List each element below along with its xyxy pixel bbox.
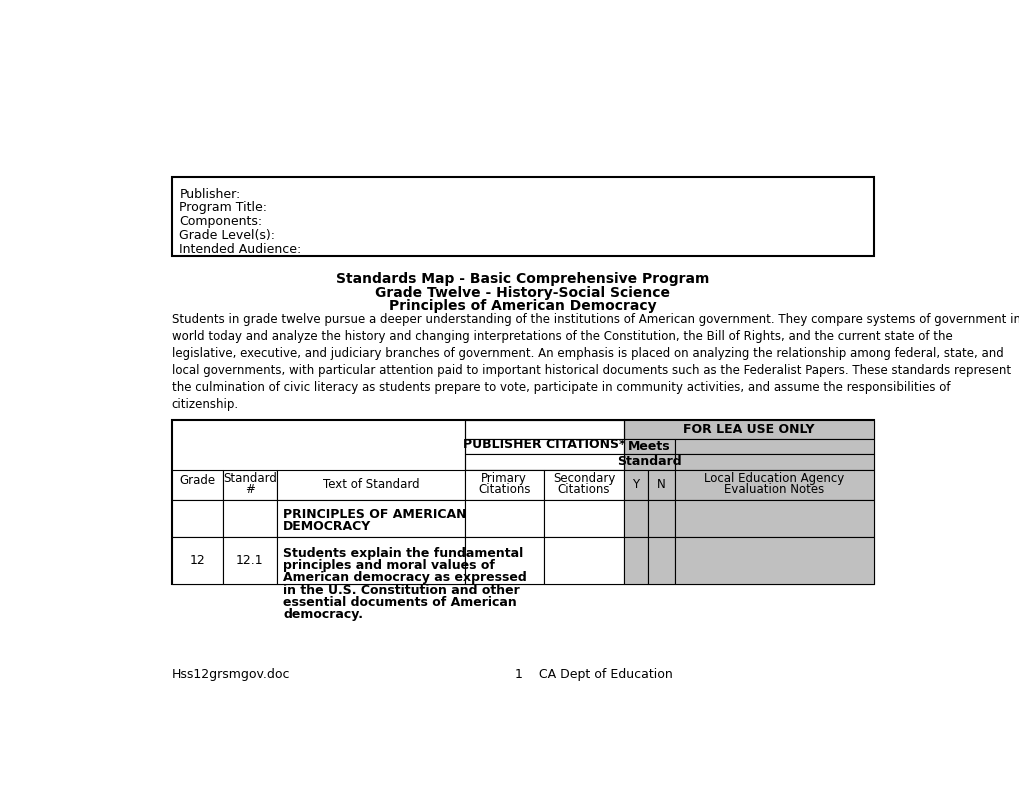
- Bar: [171, 177, 873, 256]
- Text: Principles of American Democracy: Principles of American Democracy: [388, 299, 656, 314]
- Bar: [674, 500, 873, 537]
- Text: Standard: Standard: [616, 455, 681, 468]
- Text: Grade Twelve - History-Social Science: Grade Twelve - History-Social Science: [375, 285, 669, 299]
- Bar: [674, 470, 873, 500]
- Text: principles and moral values of: principles and moral values of: [283, 559, 494, 572]
- Text: Local Education Agency: Local Education Agency: [703, 472, 844, 485]
- Bar: [222, 537, 277, 583]
- Bar: [674, 439, 873, 454]
- Text: Publisher:: Publisher:: [179, 188, 240, 201]
- Bar: [465, 419, 624, 439]
- Bar: [647, 500, 674, 537]
- Text: Secondary: Secondary: [552, 472, 614, 485]
- Text: Primary: Primary: [481, 472, 527, 485]
- Text: Standard: Standard: [223, 472, 276, 485]
- Text: essential documents of American: essential documents of American: [283, 596, 517, 609]
- Text: Program Title:: Program Title:: [179, 202, 267, 214]
- Text: American democracy as expressed: American democracy as expressed: [283, 571, 527, 584]
- Text: Components:: Components:: [179, 215, 262, 229]
- Text: Citations: Citations: [478, 483, 530, 496]
- Bar: [543, 537, 624, 583]
- Bar: [674, 454, 873, 470]
- Bar: [222, 500, 277, 537]
- Bar: [171, 537, 222, 583]
- Text: Grade: Grade: [179, 474, 215, 487]
- Text: Text of Standard: Text of Standard: [322, 478, 419, 492]
- Text: 12.1: 12.1: [236, 554, 264, 567]
- Text: in the U.S. Constitution and other: in the U.S. Constitution and other: [283, 583, 520, 597]
- Bar: [171, 419, 873, 583]
- Text: Evaluation Notes: Evaluation Notes: [723, 483, 823, 496]
- Bar: [171, 500, 222, 537]
- Bar: [277, 500, 465, 537]
- Text: 12: 12: [190, 554, 205, 567]
- Bar: [624, 439, 674, 454]
- Text: DEMOCRACY: DEMOCRACY: [283, 520, 371, 533]
- Bar: [465, 470, 543, 500]
- Bar: [277, 470, 465, 500]
- Bar: [624, 470, 647, 500]
- Bar: [465, 419, 624, 470]
- Text: Intended Audience:: Intended Audience:: [179, 243, 302, 255]
- Bar: [277, 537, 465, 583]
- Text: #: #: [245, 483, 255, 496]
- Text: Students explain the fundamental: Students explain the fundamental: [283, 547, 523, 559]
- Bar: [647, 470, 674, 500]
- Text: FOR LEA USE ONLY: FOR LEA USE ONLY: [683, 422, 814, 436]
- Text: Students in grade twelve pursue a deeper understanding of the institutions of Am: Students in grade twelve pursue a deeper…: [171, 314, 1019, 411]
- Bar: [647, 537, 674, 583]
- Bar: [222, 470, 277, 500]
- Text: Grade Level(s):: Grade Level(s):: [179, 229, 275, 242]
- Text: N: N: [656, 478, 664, 492]
- Text: 1    CA Dept of Education: 1 CA Dept of Education: [515, 668, 673, 681]
- Bar: [543, 500, 624, 537]
- Bar: [465, 537, 543, 583]
- Text: PRINCIPLES OF AMERICAN: PRINCIPLES OF AMERICAN: [283, 508, 467, 521]
- Bar: [674, 537, 873, 583]
- Bar: [624, 419, 873, 439]
- Text: Standards Map - Basic Comprehensive Program: Standards Map - Basic Comprehensive Prog…: [335, 272, 709, 286]
- Text: Hss12grsmgov.doc: Hss12grsmgov.doc: [171, 668, 289, 681]
- Bar: [465, 439, 624, 454]
- Bar: [624, 500, 647, 537]
- Bar: [624, 537, 647, 583]
- Text: Y: Y: [632, 478, 639, 492]
- Text: Citations: Citations: [557, 483, 609, 496]
- Bar: [543, 470, 624, 500]
- Text: Meets: Meets: [628, 440, 671, 453]
- Bar: [171, 470, 222, 500]
- Text: democracy.: democracy.: [283, 608, 363, 621]
- Bar: [624, 454, 674, 470]
- Text: PUBLISHER CITATIONS*: PUBLISHER CITATIONS*: [463, 438, 625, 451]
- Bar: [465, 500, 543, 537]
- Bar: [465, 454, 624, 470]
